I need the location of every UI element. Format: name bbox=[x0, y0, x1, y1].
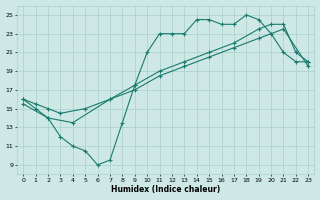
X-axis label: Humidex (Indice chaleur): Humidex (Indice chaleur) bbox=[111, 185, 220, 194]
